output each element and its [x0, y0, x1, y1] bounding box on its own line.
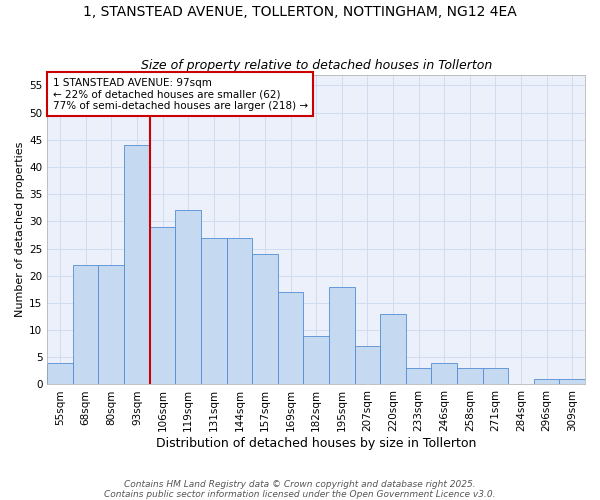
Y-axis label: Number of detached properties: Number of detached properties [15, 142, 25, 317]
Bar [98, 265, 124, 384]
Bar [47, 362, 73, 384]
Bar [380, 314, 406, 384]
Text: Contains HM Land Registry data © Crown copyright and database right 2025.
Contai: Contains HM Land Registry data © Crown c… [104, 480, 496, 499]
Bar [124, 145, 150, 384]
Bar [175, 210, 201, 384]
Bar [482, 368, 508, 384]
Bar [406, 368, 431, 384]
Text: 1, STANSTEAD AVENUE, TOLLERTON, NOTTINGHAM, NG12 4EA: 1, STANSTEAD AVENUE, TOLLERTON, NOTTINGH… [83, 5, 517, 19]
Bar [252, 254, 278, 384]
Title: Size of property relative to detached houses in Tollerton: Size of property relative to detached ho… [140, 59, 492, 72]
Bar [201, 238, 227, 384]
Bar [355, 346, 380, 385]
X-axis label: Distribution of detached houses by size in Tollerton: Distribution of detached houses by size … [156, 437, 476, 450]
Bar [73, 265, 98, 384]
Bar [278, 292, 304, 384]
Bar [329, 286, 355, 384]
Bar [457, 368, 482, 384]
Bar [304, 336, 329, 384]
Text: 1 STANSTEAD AVENUE: 97sqm
← 22% of detached houses are smaller (62)
77% of semi-: 1 STANSTEAD AVENUE: 97sqm ← 22% of detac… [53, 78, 308, 111]
Bar [559, 379, 585, 384]
Bar [534, 379, 559, 384]
Bar [227, 238, 252, 384]
Bar [150, 227, 175, 384]
Bar [431, 362, 457, 384]
